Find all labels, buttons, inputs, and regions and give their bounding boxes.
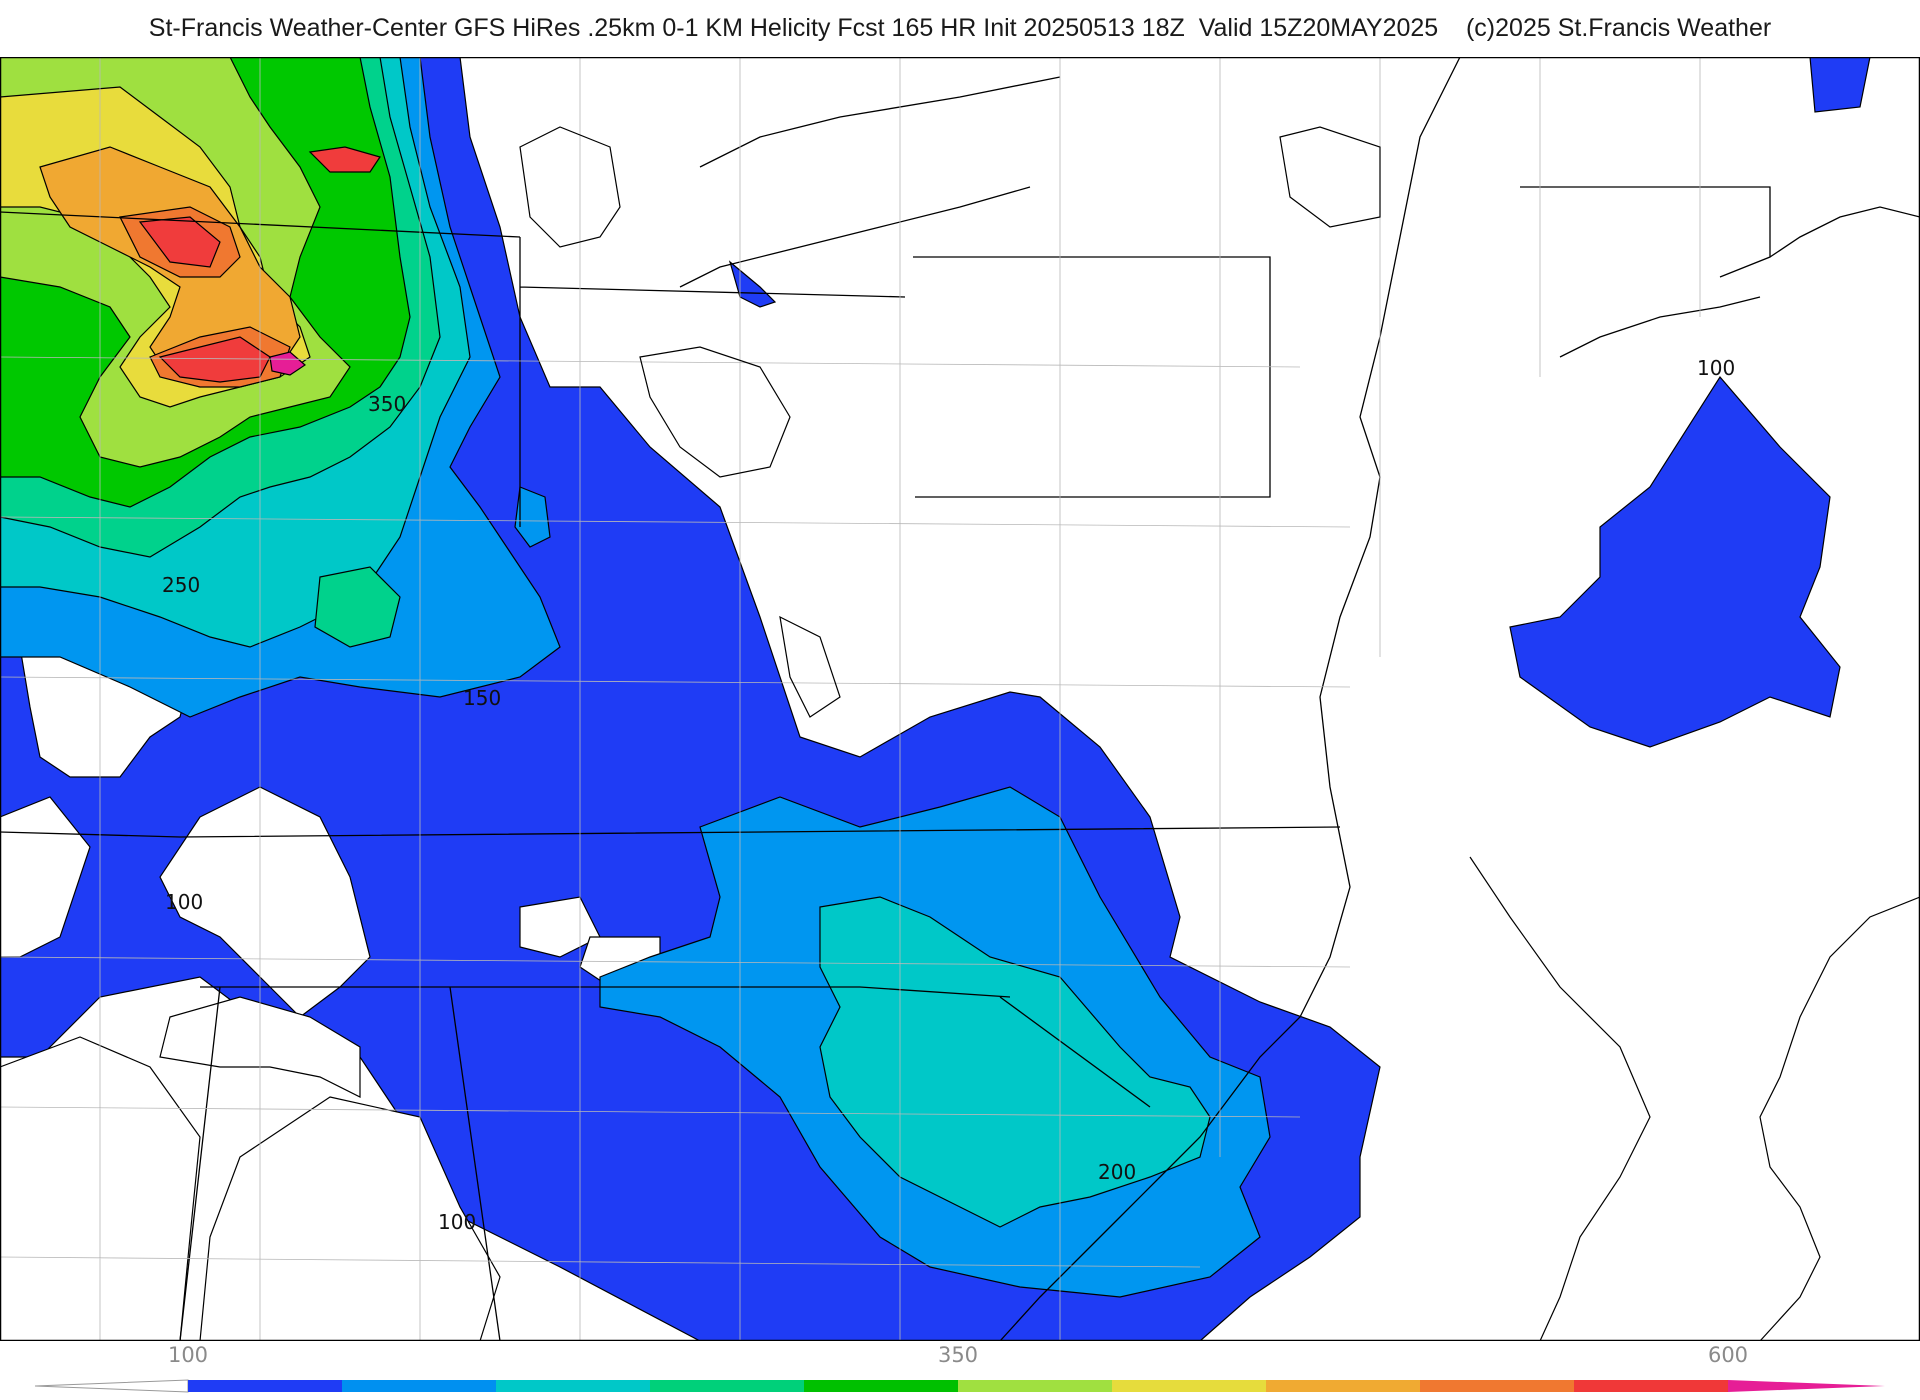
colorbar-swatch xyxy=(496,1380,651,1392)
colorbar-swatch xyxy=(1574,1380,1729,1392)
fill-550-top xyxy=(308,146,381,173)
fill-150-spot xyxy=(514,486,551,548)
contour-labels: 350 250 150 100 100 100 200 xyxy=(162,356,1735,1234)
colorbar-tick-100: 100 xyxy=(168,1343,208,1367)
contour-label-150: 150 xyxy=(463,686,501,710)
colorbar-swatches xyxy=(188,1380,1729,1392)
fill-250-blob xyxy=(314,566,401,648)
colorbar-low-arrow xyxy=(34,1379,189,1393)
hole-bama xyxy=(199,1096,501,1341)
county-grid xyxy=(0,57,1701,1341)
colorbar-swatch xyxy=(804,1380,959,1392)
colorbar-swatch xyxy=(1266,1380,1421,1392)
contour-label-250: 250 xyxy=(162,573,200,597)
colorbar-tick-600: 600 xyxy=(1708,1343,1748,1367)
fill-600-core xyxy=(269,351,306,376)
helicity-map[interactable]: 350 250 150 100 100 100 200 xyxy=(0,57,1920,1341)
coast-ne xyxy=(1559,206,1920,358)
contour-label-100-west: 100 xyxy=(165,890,203,914)
contour-ne xyxy=(1279,126,1381,228)
fill-550-south xyxy=(158,336,271,383)
contour-label-100-south: 100 xyxy=(438,1210,476,1234)
colorbar: 100 350 600 xyxy=(34,1343,1885,1393)
fill-100-ne xyxy=(1809,57,1871,113)
fill-100-east xyxy=(1509,375,1841,748)
fill-100-lake xyxy=(728,260,777,308)
county-lines xyxy=(0,57,1701,1341)
contour-ohio-2 xyxy=(779,615,841,718)
coast-east xyxy=(999,57,1461,1341)
colorbar-swatch xyxy=(188,1380,343,1392)
contour-atlantic xyxy=(1759,896,1920,1341)
contour-label-200: 200 xyxy=(1098,1160,1136,1184)
contour-ohio xyxy=(639,346,791,478)
colorbar-swatch xyxy=(1112,1380,1267,1392)
fill-200-se xyxy=(819,896,1211,1228)
colorbar-high-arrow xyxy=(1728,1380,1885,1392)
contour-atlantic-2 xyxy=(1469,856,1651,1341)
helicity-level-600 xyxy=(138,146,381,383)
contour-label-350: 350 xyxy=(368,392,406,416)
boundaries xyxy=(0,57,1920,1341)
colorbar-tick-350: 350 xyxy=(938,1343,978,1367)
contour-label-100-east: 100 xyxy=(1697,356,1735,380)
fill-550-north xyxy=(138,216,221,268)
colorbar-swatch xyxy=(342,1380,497,1392)
map-title: St-Francis Weather-Center GFS HiRes .25k… xyxy=(148,14,1772,42)
colorbar-swatch xyxy=(650,1380,805,1392)
colorbar-swatch xyxy=(958,1380,1113,1392)
colorbar-swatch xyxy=(1420,1380,1575,1392)
unfilled-contours xyxy=(519,126,1920,1341)
contour-lake xyxy=(519,126,621,248)
